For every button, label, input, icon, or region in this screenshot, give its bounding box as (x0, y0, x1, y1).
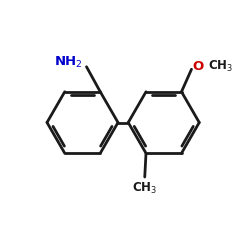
Text: CH$_3$: CH$_3$ (208, 59, 233, 74)
Text: NH$_2$: NH$_2$ (54, 55, 83, 70)
Text: CH$_3$: CH$_3$ (132, 181, 157, 196)
Text: O: O (193, 60, 204, 73)
